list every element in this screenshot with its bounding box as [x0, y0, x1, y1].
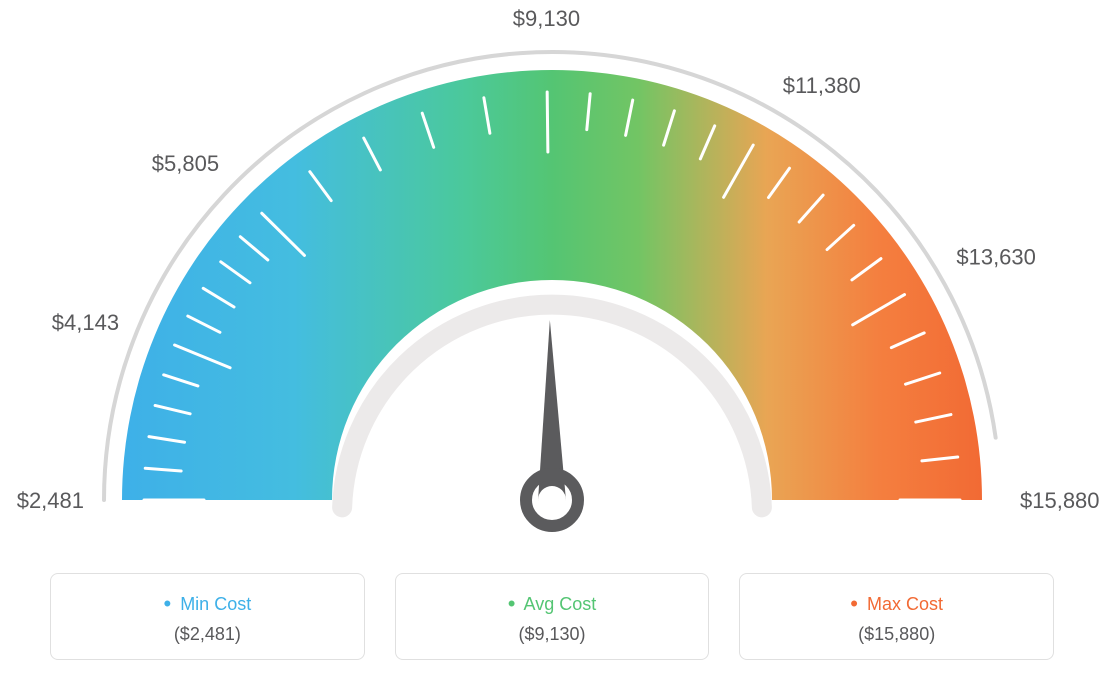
gauge-svg: $2,481 $4,143 $5,805 $9,130 $11,380 $13,630 $1… — [0, 0, 1104, 560]
gauge-tick — [547, 92, 548, 152]
min-cost-card: • Min Cost ($2,481) — [50, 573, 365, 660]
gauge-tick-label: $13,630 — [956, 244, 1036, 269]
gauge-tick-label: $9,130 — [513, 6, 580, 31]
max-bullet-icon: • — [850, 591, 858, 616]
min-cost-value: ($2,481) — [61, 624, 354, 645]
needle-hub-inner — [538, 486, 566, 514]
max-cost-card: • Max Cost ($15,880) — [739, 573, 1054, 660]
gauge-tick-label: $5,805 — [152, 151, 219, 176]
min-cost-label: Min Cost — [180, 594, 251, 614]
min-bullet-icon: • — [163, 591, 171, 616]
max-cost-value: ($15,880) — [750, 624, 1043, 645]
max-cost-label: Max Cost — [867, 594, 943, 614]
avg-cost-title: • Avg Cost — [508, 590, 596, 616]
min-cost-title: • Min Cost — [163, 590, 251, 616]
avg-cost-label: Avg Cost — [524, 594, 597, 614]
gauge-tick-label: $4,143 — [52, 310, 119, 335]
avg-bullet-icon: • — [508, 591, 516, 616]
gauge-tick-label: $2,481 — [17, 488, 84, 513]
cost-cards-row: • Min Cost ($2,481) • Avg Cost ($9,130) … — [50, 573, 1054, 660]
max-cost-title: • Max Cost — [850, 590, 943, 616]
avg-cost-card: • Avg Cost ($9,130) — [395, 573, 710, 660]
avg-cost-value: ($9,130) — [406, 624, 699, 645]
gauge-tick-label: $15,880 — [1020, 488, 1100, 513]
gauge-chart-container: $2,481 $4,143 $5,805 $9,130 $11,380 $13,630 $1… — [0, 0, 1104, 690]
gauge-tick-label: $11,380 — [783, 73, 861, 98]
